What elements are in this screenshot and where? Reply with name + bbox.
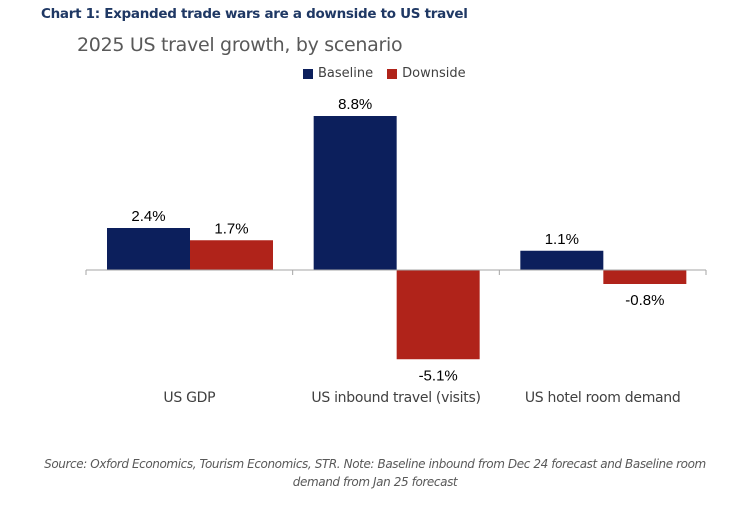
source-note: Source: Oxford Economics, Tourism Econom… <box>44 457 706 489</box>
bar-baseline-1 <box>313 116 397 270</box>
bar-downside-2 <box>603 270 687 284</box>
legend-item-baseline: Baseline <box>303 66 373 81</box>
chart-title: 2025 US travel growth, by scenario <box>77 34 403 56</box>
bar-chart: 2.4% 1.7% US GDP 8.8% -5.1% US inbound travel… <box>85 96 707 406</box>
data-label-downside-1: -5.1% <box>419 367 458 384</box>
legend-item-downside: Downside <box>387 66 466 81</box>
data-label-downside-0: 1.7% <box>214 220 248 237</box>
legend-label-downside: Downside <box>402 66 466 81</box>
category-label-0: US GDP <box>163 390 215 406</box>
data-label-downside-2: -0.8% <box>625 292 664 309</box>
bar-baseline-0 <box>107 228 190 270</box>
bar-baseline-2 <box>520 250 604 270</box>
legend-label-baseline: Baseline <box>318 66 374 81</box>
bar-downside-1 <box>396 270 480 360</box>
legend: Baseline Downside <box>303 66 480 81</box>
data-label-baseline-2: 1.1% <box>545 231 579 248</box>
legend-swatch-downside <box>387 68 398 79</box>
data-label-baseline-0: 2.4% <box>131 208 165 225</box>
legend-swatch-baseline <box>303 68 313 79</box>
bar-downside-0 <box>190 240 273 270</box>
data-label-baseline-1: 8.8% <box>338 96 372 113</box>
category-label-2: US hotel room demand <box>525 390 681 406</box>
category-label-1: US inbound travel (visits) <box>311 390 480 406</box>
figure-heading: Chart 1: Expanded trade wars are a downs… <box>41 6 468 22</box>
